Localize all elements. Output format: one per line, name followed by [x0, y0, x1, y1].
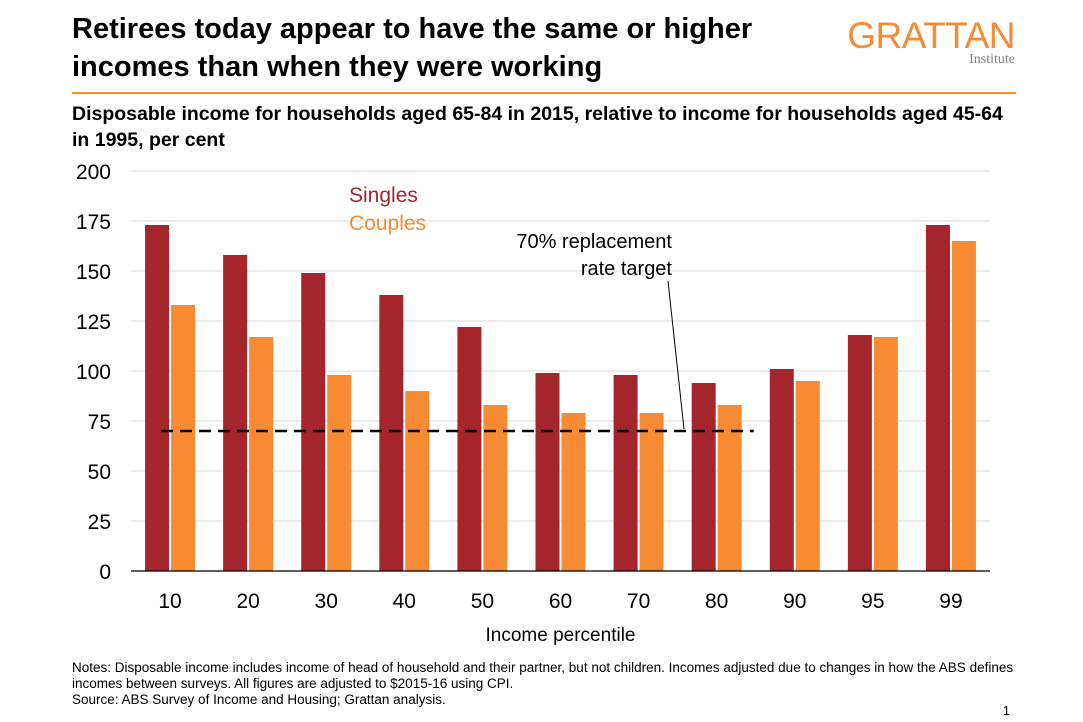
bar-couples-90	[795, 381, 820, 571]
y-tick-label: 0	[99, 561, 111, 584]
bar-couples-40	[405, 391, 430, 571]
x-tick-label: 30	[315, 590, 338, 613]
legend-singles: Singles	[349, 184, 418, 207]
y-tick-label: 100	[76, 361, 111, 384]
chart-subtitle: Disposable income for households aged 65…	[72, 103, 1003, 151]
bar-singles-95	[847, 335, 872, 571]
bar-couples-20	[249, 337, 274, 571]
annotation-text: 70% replacement	[516, 231, 672, 253]
bar-singles-60	[535, 373, 560, 571]
grattan-logo: GRATTAN Institute	[847, 15, 1015, 68]
x-tick-label: 95	[861, 590, 884, 613]
logo-wordmark: GRATTAN	[847, 15, 1015, 56]
y-tick-label: 25	[88, 511, 111, 534]
bar-singles-80	[691, 383, 716, 571]
bar-couples-80	[717, 405, 742, 571]
x-tick-label: 70	[627, 590, 650, 613]
bar-couples-95	[873, 337, 898, 571]
x-tick-label: 10	[158, 590, 181, 613]
x-tick-label: 50	[471, 590, 494, 613]
y-tick-label: 75	[88, 411, 111, 434]
bar-couples-60	[561, 413, 586, 571]
x-tick-label: 60	[549, 590, 572, 613]
legend-couples: Couples	[349, 212, 426, 235]
x-tick-label: 40	[393, 590, 416, 613]
chart-title: Retirees today appear to have the same o…	[72, 13, 753, 83]
x-axis-label: Income percentile	[486, 625, 636, 646]
bar-couples-70	[639, 413, 664, 571]
bar-singles-10	[145, 225, 170, 571]
header-rule	[72, 92, 1016, 94]
annotation-text: rate target	[581, 258, 673, 280]
y-tick-label: 125	[76, 311, 111, 334]
bar-couples-99	[951, 241, 976, 571]
x-tick-label: 80	[705, 590, 728, 613]
x-tick-label: 20	[236, 590, 259, 613]
annotation-leader-line	[667, 280, 685, 430]
source-text: Source: ABS Survey of Income and Housing…	[72, 692, 446, 707]
bar-singles-30	[301, 273, 326, 571]
bar-singles-99	[925, 225, 950, 571]
page-number: 1	[1002, 703, 1010, 718]
bar-singles-70	[613, 375, 638, 571]
y-tick-label: 200	[76, 161, 111, 184]
y-tick-label: 50	[88, 461, 111, 484]
bar-couples-10	[171, 305, 196, 571]
y-tick-label: 150	[76, 261, 111, 284]
x-tick-label: 99	[939, 590, 962, 613]
notes-text: Notes: Disposable income includes income…	[72, 660, 1014, 691]
x-tick-label: 90	[783, 590, 806, 613]
logo-subtitle: Institute	[969, 52, 1015, 67]
bar-singles-90	[769, 369, 794, 571]
bar-singles-20	[223, 255, 248, 571]
bar-couples-50	[483, 405, 508, 571]
bar-singles-50	[457, 327, 482, 571]
y-tick-label: 175	[76, 211, 111, 234]
bar-couples-30	[327, 375, 352, 571]
bar-singles-40	[379, 295, 404, 571]
chart-notes: Notes: Disposable income includes income…	[72, 660, 1022, 708]
